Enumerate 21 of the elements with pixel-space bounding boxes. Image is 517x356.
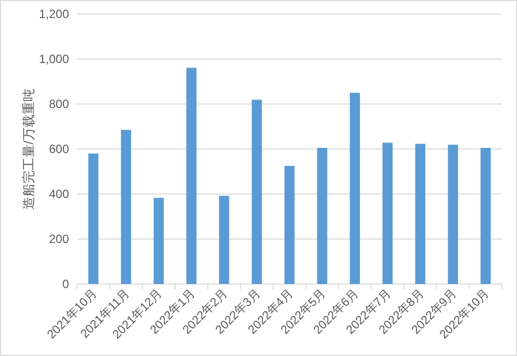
bar: [415, 144, 426, 284]
bar: [317, 148, 328, 284]
bar: [350, 92, 360, 284]
bar: [480, 148, 491, 284]
bar: [88, 154, 98, 284]
bar: [382, 142, 393, 284]
y-tick-label: 200: [48, 232, 70, 246]
y-tick-label: 400: [48, 187, 70, 201]
y-tick-label: 0: [62, 277, 70, 291]
bar: [448, 144, 458, 284]
y-tick-label: 1,000: [38, 52, 70, 66]
y-tick-label: 600: [48, 142, 70, 156]
y-tick-label: 1,200: [38, 7, 70, 21]
y-axis-title: 造船完工量/万载重吨: [21, 88, 36, 210]
bar: [186, 68, 196, 284]
bar: [219, 196, 230, 284]
bar: [154, 198, 164, 284]
bar: [284, 166, 295, 284]
bar: [252, 100, 262, 284]
bar: [120, 130, 132, 284]
y-tick-label: 800: [48, 97, 70, 111]
